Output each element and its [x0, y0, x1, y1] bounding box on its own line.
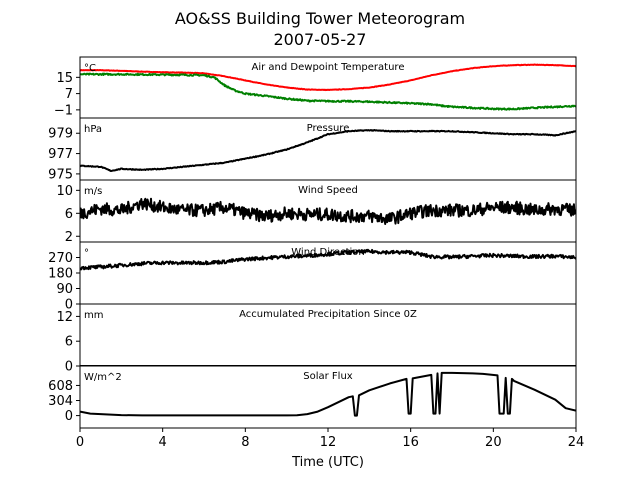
chart-title: AO&SS Building Tower Meteorogram	[175, 9, 465, 28]
wind_direction-unit-label: °	[84, 248, 89, 259]
solar-unit-label: W/m^2	[84, 372, 122, 383]
pressure-ytick-label: 975	[48, 167, 73, 182]
chart-date: 2007-05-27	[274, 30, 367, 49]
x-tick-label: 12	[320, 435, 337, 450]
precipitation-ytick-label: 0	[65, 360, 73, 375]
panel-pressure: 975 977 979 hPa Pressure	[48, 117, 577, 182]
x-tick-label: 24	[568, 435, 585, 450]
temperature-ytick-label: 15	[56, 71, 73, 86]
wind_direction-ytick-label: 90	[56, 282, 73, 297]
wind_speed-panel-title: Wind Speed	[298, 185, 358, 196]
pressure-ytick-label: 979	[48, 127, 73, 142]
solar-ytick-label: 304	[48, 394, 73, 409]
solar-ytick-label: 0	[65, 409, 73, 424]
x-tick-label: 20	[485, 435, 502, 450]
x-tick-label: 4	[159, 435, 167, 450]
panel-wind_speed: 2 6 10 m/s Wind Speed	[56, 179, 577, 245]
pressure-panel-title: Pressure	[307, 123, 350, 134]
temperature-ytick-label: −1	[54, 103, 73, 118]
precipitation-unit-label: mm	[84, 310, 103, 321]
pressure-unit-label: hPa	[84, 124, 102, 135]
wind_speed-ytick-label: 6	[65, 207, 73, 222]
x-axis-label: Time (UTC)	[291, 455, 364, 470]
wind_direction-series-line-0	[80, 248, 576, 271]
x-tick-label: 8	[241, 435, 249, 450]
temperature-series-line-0	[80, 63, 576, 92]
solar-series-line-0	[80, 371, 576, 417]
wind_speed-unit-label: m/s	[84, 186, 102, 197]
wind_direction-ytick-label: 270	[48, 251, 73, 266]
x-tick-label: 16	[402, 435, 419, 450]
x-tick-label: 0	[76, 435, 84, 450]
wind_speed-ytick-label: 2	[65, 230, 73, 245]
temperature-series-line-1	[80, 72, 576, 111]
temperature-panel-title: Air and Dewpoint Temperature	[252, 62, 405, 73]
wind_direction-ytick-label: 0	[65, 298, 73, 313]
wind_direction-ytick-label: 180	[48, 267, 73, 282]
solar-ytick-label: 608	[48, 379, 73, 394]
temperature-unit-label: °C	[84, 63, 96, 74]
panel-precipitation: 0 6 12 mm Accumulated Precipitation Since 0Z	[56, 303, 577, 375]
wind_speed-series-line-0	[80, 197, 576, 225]
precipitation-ytick-label: 6	[65, 335, 73, 350]
pressure-series-line-0	[80, 129, 576, 172]
x-axis: 0 4 8 12 16 20 24	[76, 428, 584, 450]
solar-panel-title: Solar Flux	[303, 371, 353, 382]
wind_speed-ytick-label: 10	[56, 184, 73, 199]
wind_direction-panel-title: Wind Direction	[291, 247, 365, 258]
pressure-ytick-label: 977	[48, 147, 73, 162]
temperature-ytick-label: 7	[65, 87, 73, 102]
precipitation-ytick-label: 12	[56, 310, 73, 325]
precipitation-panel-title: Accumulated Precipitation Since 0Z	[239, 309, 417, 320]
